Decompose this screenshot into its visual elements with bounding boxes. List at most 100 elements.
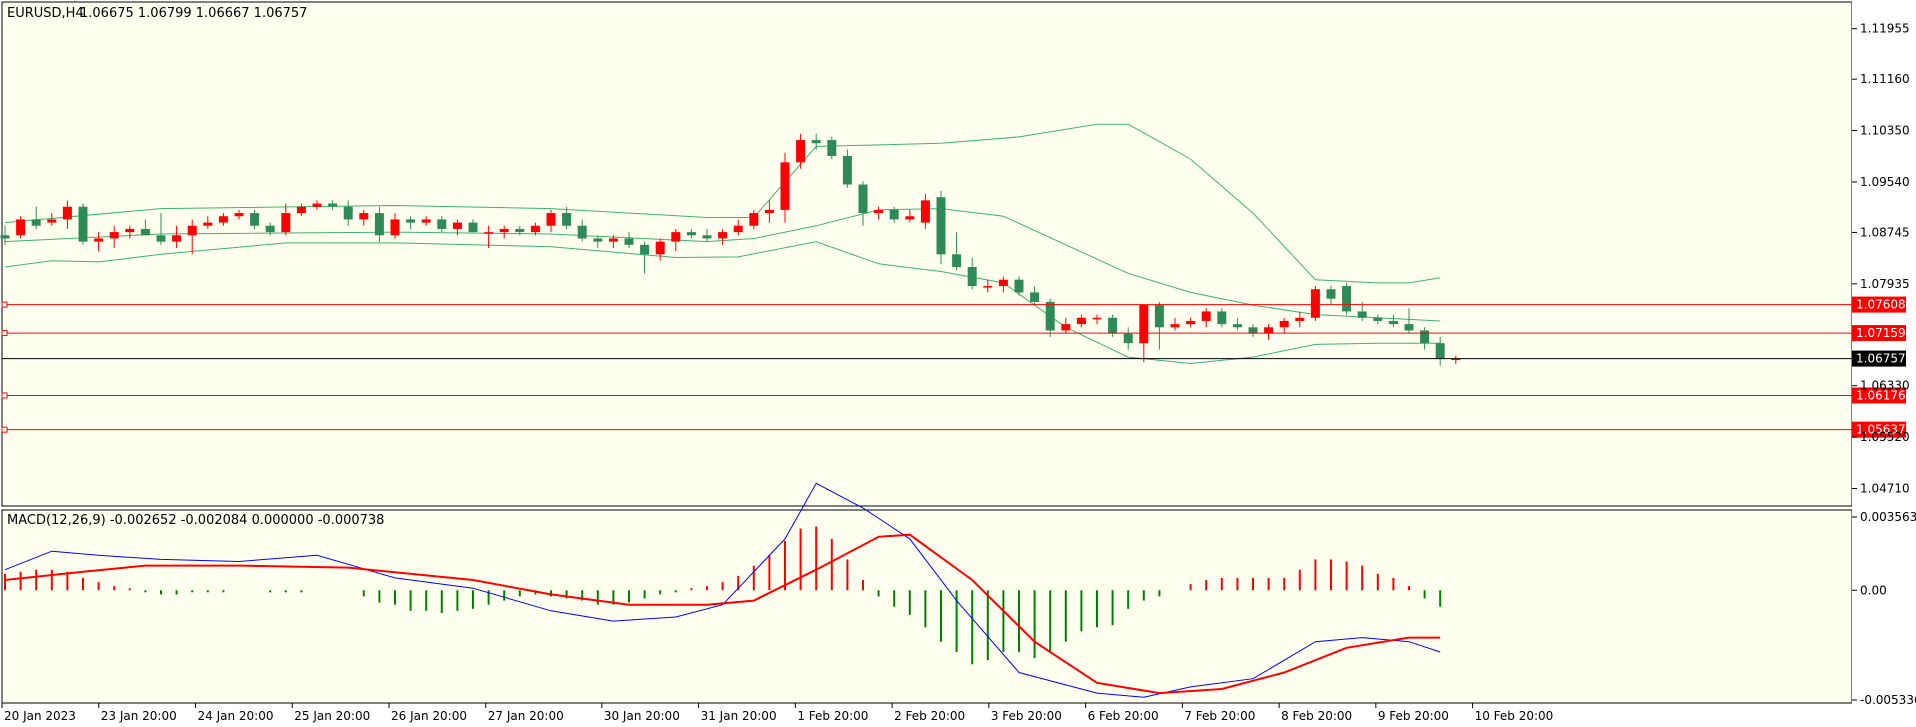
candle-body [936, 197, 946, 255]
time-tick-label: 24 Jan 20:00 [198, 709, 274, 723]
candle [1170, 317, 1180, 331]
candle [1123, 327, 1133, 350]
candle [827, 136, 837, 160]
candle [811, 133, 821, 150]
candle [624, 232, 634, 248]
candle [437, 216, 447, 233]
candle [577, 219, 587, 242]
candle-body [1310, 289, 1320, 318]
candle [374, 206, 384, 242]
candle-body [1420, 330, 1430, 344]
candle-body [172, 235, 182, 242]
candle-body [655, 241, 665, 255]
candle [203, 216, 213, 229]
candle-body [1186, 320, 1196, 325]
candle-body [686, 232, 696, 236]
macd-tick-label: 0.003563 [1860, 510, 1916, 524]
candle-body [562, 213, 572, 226]
time-tick-label: 8 Feb 20:00 [1281, 709, 1352, 723]
time-tick-label: 3 Feb 20:00 [991, 709, 1062, 723]
candle [421, 216, 431, 226]
candle [0, 225, 10, 245]
candle-body [374, 213, 384, 236]
current-price-label: 1.06757 [1856, 352, 1906, 366]
candle [1076, 314, 1086, 328]
candle-body [406, 219, 416, 223]
candle-body [499, 228, 509, 233]
price-label: 1.07159 [1856, 326, 1906, 340]
macd-panel[interactable] [1, 509, 1853, 704]
time-tick-label: 20 Jan 2023 [4, 709, 76, 723]
candle-body [952, 254, 962, 268]
candle-body [187, 225, 197, 236]
price-tick-label: 1.08745 [1860, 225, 1910, 239]
candle-body [1279, 320, 1289, 328]
symbol-label: EURUSD,H4 [7, 6, 84, 21]
candle [1295, 311, 1305, 328]
candle-body [281, 213, 291, 233]
candle-body [390, 219, 400, 236]
macd-plot [4, 482, 1442, 698]
candle [608, 235, 618, 248]
candle-body [0, 235, 10, 239]
candle-body [702, 235, 712, 239]
candle-body [484, 232, 494, 234]
candle-body [983, 286, 993, 288]
candle-body [515, 228, 525, 233]
candle [499, 225, 509, 239]
candle-body [780, 162, 790, 210]
candle [1310, 286, 1320, 321]
candle [78, 203, 88, 245]
candle [842, 149, 852, 188]
candle [671, 228, 681, 252]
candle-body [967, 267, 977, 287]
price-label: 1.06176 [1856, 388, 1906, 402]
price-tick-label: 1.05520 [1860, 430, 1910, 444]
hline-handle [1, 330, 8, 337]
main-panel[interactable] [1, 1, 1853, 507]
candle [484, 225, 494, 248]
candle [31, 206, 41, 229]
candle [1435, 336, 1445, 366]
candle-body [31, 219, 41, 226]
candle-body [874, 209, 884, 214]
candle [234, 209, 244, 220]
candle-body [827, 140, 837, 156]
candle [172, 225, 182, 248]
candle-body [234, 213, 244, 217]
candle [1186, 317, 1196, 328]
candle [468, 219, 478, 233]
candle [140, 219, 150, 236]
candle-body [1108, 317, 1118, 334]
candle-body [1170, 324, 1180, 328]
price-tick-label: 1.07935 [1860, 277, 1910, 291]
time-tick-label: 25 Jan 20:00 [294, 709, 370, 723]
candle-body [1295, 317, 1305, 321]
candle-body [624, 238, 634, 245]
candle-body [546, 213, 556, 226]
macd-line-macd [4, 482, 1441, 698]
candle-body [796, 140, 806, 163]
horizontal-lines[interactable]: 1.07608 1.07159 1.06176 1.05637 1.06757 [1, 296, 1906, 438]
candle-body [1326, 289, 1336, 299]
candle [1326, 286, 1336, 306]
price-tick-label: 1.06330 [1860, 379, 1910, 393]
candle [874, 206, 884, 220]
candle [546, 209, 556, 233]
candle-body [671, 232, 681, 242]
candle [250, 209, 260, 229]
price-label: 1.07608 [1856, 298, 1906, 312]
candle-body [1045, 301, 1055, 331]
candle-body [749, 213, 759, 226]
candle [1030, 286, 1040, 306]
current-price-bg [1852, 350, 1906, 367]
candle-body [1076, 317, 1086, 325]
candle-body [718, 232, 728, 239]
candle-body [452, 222, 462, 229]
candle [1248, 324, 1258, 337]
price-tick-label: 1.04710 [1860, 481, 1910, 495]
candle-body [437, 219, 447, 229]
price-label-bg [1852, 387, 1906, 404]
candle-body [109, 232, 119, 239]
